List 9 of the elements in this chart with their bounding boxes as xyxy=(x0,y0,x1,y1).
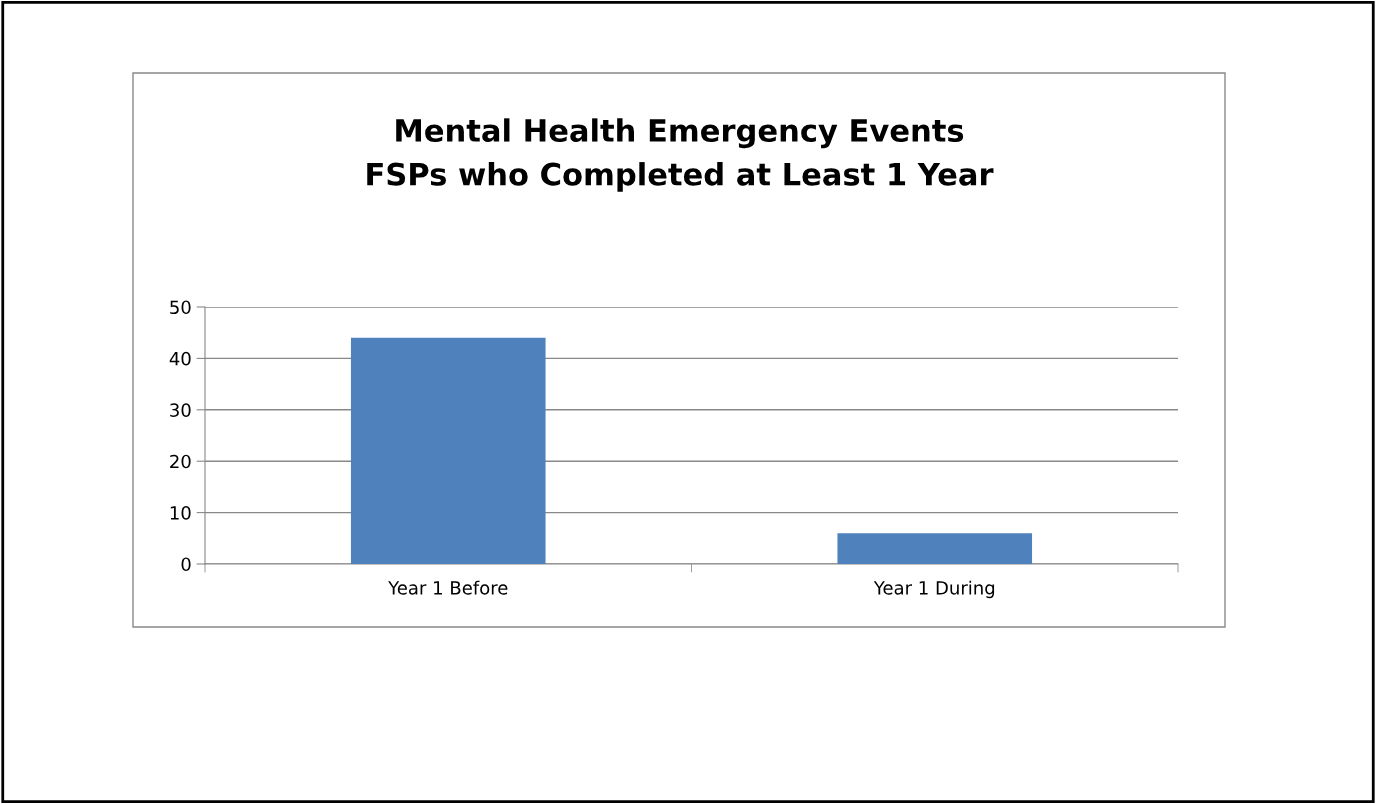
y-tick-label: 20 xyxy=(170,454,191,469)
x-tick-label: Year 1 During xyxy=(873,580,995,599)
y-tick-label: 30 xyxy=(170,403,191,417)
y-tick-label: 10 xyxy=(170,506,191,520)
y-tick-label: 0 xyxy=(181,557,191,572)
y-tick-label: 40 xyxy=(169,351,191,366)
y-tick-label: 50 xyxy=(170,300,191,315)
x-tick-label: Year 1 Before xyxy=(388,580,508,595)
chart-title: Mental Health Emergency Events FSPs who Completed at Least 1 Year xyxy=(367,118,994,192)
